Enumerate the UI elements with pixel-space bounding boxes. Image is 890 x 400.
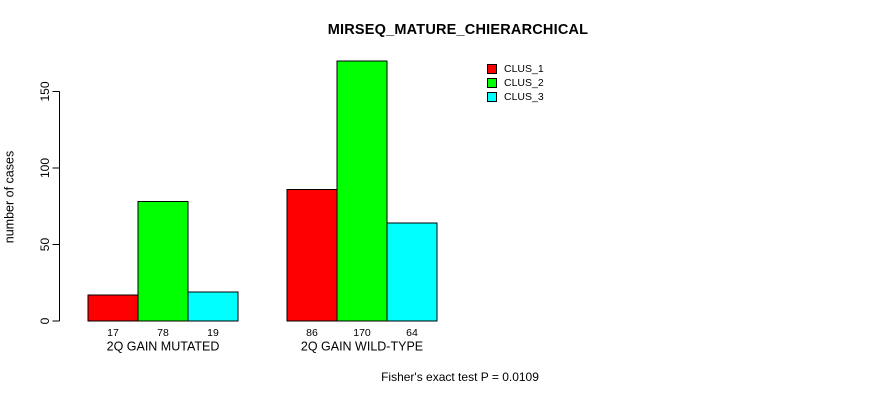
y-axis-tick-label: 50 xyxy=(38,238,52,252)
bar-clus_3-group2 xyxy=(386,222,438,322)
legend: CLUS_1 CLUS_2 CLUS_3 xyxy=(487,62,544,104)
legend-item-clus-1: CLUS_1 xyxy=(487,62,544,76)
chart-title: MIRSEQ_MATURE_CHIERARCHICAL xyxy=(327,22,589,38)
legend-swatch-clus-3-icon xyxy=(487,92,497,102)
legend-swatch-clus-2-icon xyxy=(487,78,497,88)
bar-value-label: 19 xyxy=(207,327,219,339)
y-axis-tick-label: 100 xyxy=(38,158,52,178)
legend-item-clus-2: CLUS_2 xyxy=(487,76,544,90)
bar-value-label: 78 xyxy=(157,327,169,339)
bar-value-label: 64 xyxy=(406,327,418,339)
y-axis-tick-label: 0 xyxy=(38,317,52,324)
group-label: 2Q GAIN MUTATED xyxy=(107,340,220,354)
legend-item-clus-3: CLUS_3 xyxy=(487,90,544,104)
stat-annotation: Fisher's exact test P = 0.0109 xyxy=(381,370,539,384)
bar-value-label: 170 xyxy=(353,327,371,339)
bar-value-label: 86 xyxy=(306,327,318,339)
bar-value-label: 17 xyxy=(107,327,119,339)
group-label: 2Q GAIN WILD-TYPE xyxy=(301,340,423,354)
bar-clus_2-group2 xyxy=(336,60,388,322)
legend-label-clus-3: CLUS_3 xyxy=(504,91,544,103)
legend-label-clus-1: CLUS_1 xyxy=(504,63,544,75)
y-axis-tick-label: 150 xyxy=(38,81,52,101)
legend-label-clus-2: CLUS_2 xyxy=(504,77,544,89)
bar-clus_1-group1 xyxy=(87,294,139,322)
bar-clus_3-group1 xyxy=(187,291,239,322)
bar-clus_2-group1 xyxy=(137,201,189,322)
legend-swatch-clus-1-icon xyxy=(487,64,497,74)
bar-clus_1-group2 xyxy=(286,188,338,322)
